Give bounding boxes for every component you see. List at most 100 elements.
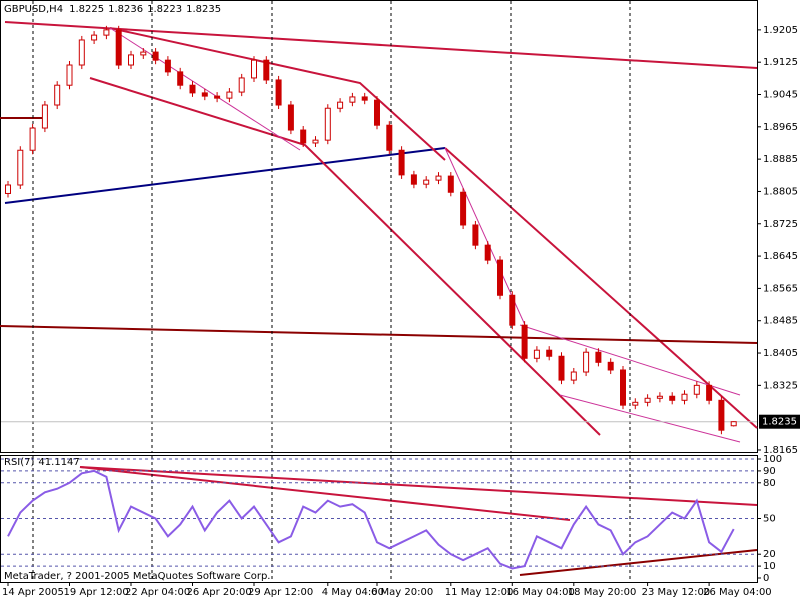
y-tick-label: 100 xyxy=(763,454,782,465)
candle-body xyxy=(558,355,565,381)
x-tick-label: 23 May 12:00 xyxy=(642,587,711,598)
candle-body xyxy=(595,351,602,363)
candle-body xyxy=(706,384,713,401)
candle-body xyxy=(189,84,196,94)
candle-body xyxy=(460,191,467,226)
candle-body xyxy=(521,324,528,359)
x-tick-label: 22 Apr 04:00 xyxy=(125,587,190,598)
candle-body xyxy=(324,107,331,141)
last-high: 1.8236 xyxy=(108,4,143,15)
y-tick-label: 50 xyxy=(763,514,776,525)
candle-body xyxy=(115,29,122,66)
candle-body xyxy=(263,59,270,81)
rsi-last: 41.1147 xyxy=(38,457,79,468)
trend-line xyxy=(4,21,758,69)
candle-body xyxy=(644,397,651,403)
last-low: 1.8223 xyxy=(147,4,182,15)
candle-body xyxy=(214,95,221,99)
candle-body xyxy=(337,101,344,109)
y-tick-label: 1.9205 xyxy=(763,25,798,36)
footer: MetaTrader, ? 2001-2005 MetaQuotes Softw… xyxy=(4,571,270,582)
candle-body xyxy=(472,224,479,246)
candle-body xyxy=(730,421,737,427)
y-tick-label: 1.8565 xyxy=(763,283,798,294)
x-tick-label: 26 Apr 20:00 xyxy=(187,587,252,598)
candle-body xyxy=(533,349,540,359)
rsi-line xyxy=(7,469,735,570)
trend-line xyxy=(0,325,758,344)
rsi-trend-line xyxy=(79,466,571,521)
x-tick-label: 4 May 04:00 xyxy=(322,587,384,598)
candle-body xyxy=(140,51,147,56)
x-tick-label: 19 Apr 12:00 xyxy=(64,587,129,598)
candle-body xyxy=(177,71,184,86)
x-tick-label: 6 May 20:00 xyxy=(371,587,433,598)
symbol: GBPUSD,H4 xyxy=(4,4,63,15)
candle-body xyxy=(300,129,307,144)
candle-body xyxy=(103,29,110,36)
candle-body xyxy=(41,104,48,129)
candle-body xyxy=(152,51,159,61)
y-tick-label: 1.8405 xyxy=(763,348,798,359)
candle-body xyxy=(669,395,676,401)
candle-body xyxy=(238,77,245,93)
rsi-name: RSI(7) xyxy=(4,457,35,468)
y-tick-label: 1.8725 xyxy=(763,219,798,230)
candle-body xyxy=(287,104,294,131)
channel-line xyxy=(519,324,741,396)
y-tick-label: 10 xyxy=(763,561,776,572)
candle-body xyxy=(164,59,171,73)
last-close: 1.8235 xyxy=(186,4,221,15)
candle-body xyxy=(17,149,24,186)
candle-body xyxy=(201,92,208,97)
candle-body xyxy=(78,39,85,66)
x-tick-label: 14 Apr 2005 xyxy=(2,587,64,598)
candle-body xyxy=(693,384,700,395)
candle-body xyxy=(423,179,430,185)
candle-body xyxy=(497,259,503,296)
rsi-trend-line xyxy=(79,466,758,506)
current-price-box xyxy=(759,414,800,429)
y-tick-label: 1.8885 xyxy=(763,154,798,165)
candle-body xyxy=(570,371,577,381)
candle-body xyxy=(374,99,380,126)
candle-body xyxy=(398,149,405,176)
candle-body xyxy=(484,244,491,261)
x-tick-label: 29 Apr 12:00 xyxy=(248,587,313,598)
y-tick-label: 1.8805 xyxy=(763,186,798,197)
candle-body xyxy=(620,369,626,406)
candle-body xyxy=(54,84,61,106)
trend-line xyxy=(444,147,758,429)
candle-body xyxy=(91,34,98,41)
x-tick-label: 18 May 20:00 xyxy=(568,587,637,598)
candle-body xyxy=(718,399,725,431)
y-tick-label: 1.8325 xyxy=(763,380,798,391)
candle-body xyxy=(5,184,11,194)
x-tick-label: 16 May 04:00 xyxy=(506,587,575,598)
y-tick-label: 80 xyxy=(763,478,776,489)
current-price-label: 1.8235 xyxy=(762,417,797,428)
y-tick-label: 1.9045 xyxy=(763,90,798,101)
candle-body xyxy=(29,127,36,151)
x-tick-label: 11 May 12:00 xyxy=(445,587,514,598)
trend-line xyxy=(4,147,446,204)
y-tick-label: 1.8645 xyxy=(763,251,798,262)
candle-body xyxy=(251,59,257,79)
candle-body xyxy=(226,91,233,99)
candle-body xyxy=(66,64,73,86)
candle-body xyxy=(386,124,393,151)
candle-body xyxy=(128,54,134,66)
y-tick-label: 20 xyxy=(763,549,776,560)
candle-body xyxy=(583,351,590,373)
window-title: GBPUSD,H4 1.8225 1.8236 1.8223 1.8235 xyxy=(4,4,221,15)
trend-line xyxy=(89,77,601,436)
candle-body xyxy=(632,401,639,406)
last-open: 1.8225 xyxy=(69,4,104,15)
y-tick-label: 1.8165 xyxy=(763,445,798,456)
candle-body xyxy=(361,96,368,101)
candle-body xyxy=(607,361,614,371)
channel-line xyxy=(559,394,741,443)
candle-body xyxy=(312,139,319,144)
